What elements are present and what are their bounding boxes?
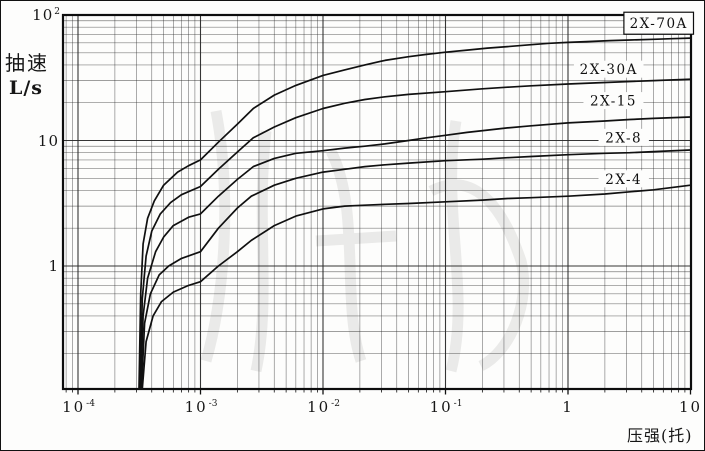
- curve-label-2X-15: 2X-15: [590, 94, 637, 110]
- label-halo-2X-8: [598, 128, 649, 146]
- curve-label-2X-8: 2X-8: [605, 130, 642, 146]
- curve-labels: 2X-70A 2X-30A 2X-15 2X-8 2X-4: [573, 11, 695, 188]
- curve-label-2X-30A: 2X-30A: [580, 62, 638, 78]
- label-halo-2X-4: [598, 170, 649, 188]
- curve-2X-70A: [138, 37, 692, 390]
- curve-label-2X-70A: 2X-70A: [630, 16, 688, 32]
- curve-2X-15: [139, 116, 692, 390]
- watermark: [200, 109, 530, 373]
- label-halo-2X-30A: [573, 60, 644, 78]
- label-box-2X-70A: [623, 11, 695, 35]
- label-halo-2X-15: [583, 92, 644, 110]
- plot-border: [61, 13, 693, 391]
- log-grid: [63, 15, 691, 389]
- pump-speed-curves: [138, 37, 692, 390]
- curve-2X-4: [141, 184, 692, 390]
- curve-label-2X-4: 2X-4: [605, 172, 642, 188]
- curve-2X-8: [140, 149, 692, 390]
- curve-2X-30A: [139, 78, 692, 390]
